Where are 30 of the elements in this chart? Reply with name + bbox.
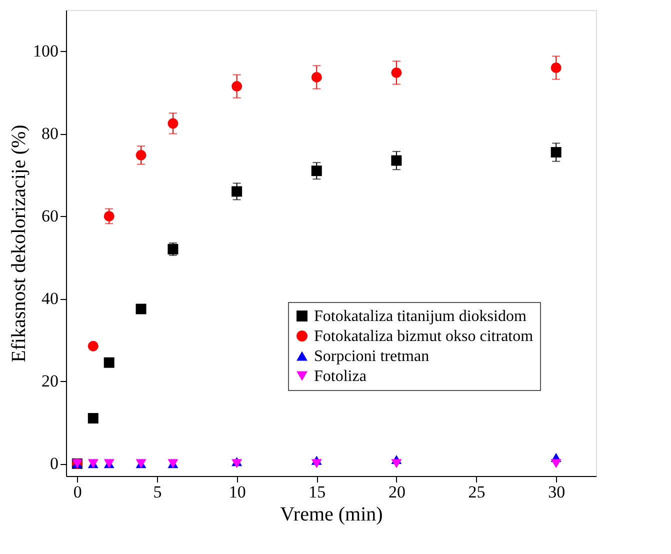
x-tick-label: 0 (73, 482, 82, 502)
x-tick-label: 20 (388, 482, 406, 502)
y-tick-label: 80 (42, 124, 58, 144)
point (136, 304, 146, 314)
point (88, 413, 98, 424)
point (232, 186, 242, 197)
y-tick-label: 100 (33, 42, 58, 61)
point (550, 147, 562, 158)
point (88, 340, 98, 352)
point (311, 459, 322, 468)
y-tick-label: 60 (42, 206, 58, 226)
x-tick-label: 15 (308, 482, 326, 502)
x-tick-label: 5 (153, 482, 162, 502)
point (550, 459, 562, 468)
x-tick-label: 30 (548, 482, 566, 502)
legend-label: Sorpcioni tretman (314, 348, 430, 365)
point (104, 357, 114, 368)
legend-label: Fotokataliza titanijum dioksidom (314, 308, 527, 325)
x-tick-label: 10 (228, 482, 246, 502)
legend-label: Fotokataliza bizmut okso citratom (314, 328, 534, 345)
x-axis-title: Vreme (min) (280, 504, 383, 526)
y-tick-label: 0 (50, 454, 58, 474)
point (391, 459, 402, 468)
point (391, 155, 402, 166)
y-axis-title: Efikasnost dekolorizacije (%) (8, 124, 30, 362)
x-tick-label: 25 (468, 482, 486, 502)
y-tick-label: 20 (42, 372, 58, 391)
y-tick-label: 40 (42, 289, 58, 308)
legend-label: Fotoliza (314, 368, 366, 385)
point (311, 166, 322, 176)
